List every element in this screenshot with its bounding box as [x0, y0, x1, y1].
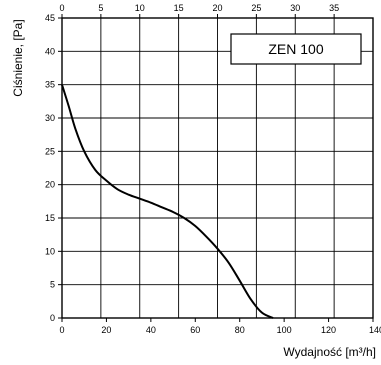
- x2-tick-label: 10: [135, 3, 145, 13]
- y-tick-label: 45: [45, 13, 55, 23]
- x-tick-label: 20: [101, 325, 111, 335]
- y-tick-label: 30: [45, 113, 55, 123]
- grid: [62, 18, 373, 318]
- y-tick-label: 20: [45, 180, 55, 190]
- legend-box: [230, 33, 362, 65]
- series-layer: [61, 84, 274, 319]
- x2-tick-label: 35: [329, 3, 339, 13]
- x-tick-label: 40: [146, 325, 156, 335]
- x-tick-label: 0: [59, 325, 64, 335]
- x2-tick-label: 30: [290, 3, 300, 13]
- x-tick-label: 80: [235, 325, 245, 335]
- x2-tick-label: 20: [212, 3, 222, 13]
- series-line-zen-100: [61, 84, 274, 319]
- y-tick-label: 15: [45, 213, 55, 223]
- legend: ZEN 100: [230, 33, 362, 65]
- y-tick-label: 25: [45, 146, 55, 156]
- x2-tick-label: 25: [251, 3, 261, 13]
- y-tick-label: 10: [45, 246, 55, 256]
- x-tick-label: 120: [321, 325, 336, 335]
- x-tick-label: 60: [190, 325, 200, 335]
- y-tick-label: 5: [50, 280, 55, 290]
- x2-tick-label: 0: [59, 3, 64, 13]
- legend-label: ZEN 100: [268, 41, 323, 57]
- x-axis-title: Wydajność [m³/h]: [283, 345, 376, 359]
- x-tick-label: 100: [277, 325, 292, 335]
- y-tick-label: 40: [45, 46, 55, 56]
- x2-tick-label: 5: [98, 3, 103, 13]
- ticks: 0 5 10 15 20 25 30 35 0 5 10 15 20 25 30 35 40 45 0 20 40 60 8…: [45, 3, 381, 335]
- y-tick-label: 0: [50, 313, 55, 323]
- x2-tick-label: 15: [174, 3, 184, 13]
- y-tick-label: 35: [45, 80, 55, 90]
- x-tick-label: 140: [369, 325, 381, 335]
- y-axis-title: Ciśnienie, [Pa]: [11, 19, 25, 96]
